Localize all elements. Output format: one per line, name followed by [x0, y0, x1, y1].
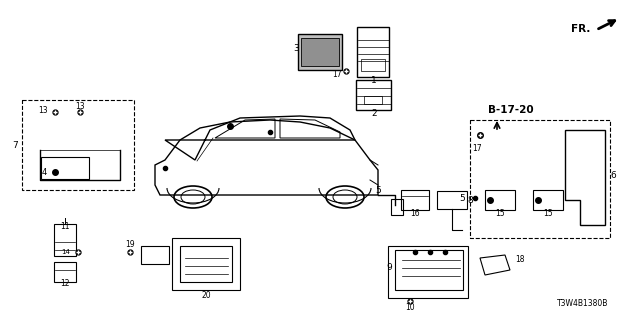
Bar — [180, 246, 232, 282]
Bar — [401, 190, 429, 210]
Text: 5: 5 — [375, 186, 381, 195]
Text: 10: 10 — [405, 303, 415, 313]
Bar — [437, 191, 467, 209]
Bar — [364, 96, 382, 104]
Bar — [485, 190, 515, 210]
Bar — [355, 80, 390, 110]
Text: 6: 6 — [610, 171, 616, 180]
Text: 13: 13 — [75, 101, 85, 110]
Bar — [54, 262, 76, 282]
Bar — [54, 224, 76, 256]
Bar — [470, 120, 610, 238]
Text: 13: 13 — [38, 106, 48, 115]
Text: 2: 2 — [371, 108, 377, 117]
Bar — [388, 246, 468, 298]
Text: 17: 17 — [332, 69, 342, 78]
Text: 16: 16 — [410, 209, 420, 218]
Text: 5: 5 — [460, 194, 465, 203]
Text: T3W4B1380B: T3W4B1380B — [557, 299, 608, 308]
Bar — [301, 38, 339, 66]
Bar — [533, 190, 563, 210]
Text: 4: 4 — [42, 167, 47, 177]
Text: 18: 18 — [515, 255, 525, 265]
Bar — [298, 34, 342, 70]
Bar — [357, 27, 389, 77]
Bar — [41, 157, 89, 179]
Bar — [22, 100, 134, 190]
Bar — [141, 246, 169, 264]
Text: FR.: FR. — [571, 24, 590, 34]
Text: 8: 8 — [467, 196, 473, 204]
Text: 14: 14 — [61, 249, 70, 255]
Bar — [361, 59, 385, 71]
Text: 20: 20 — [201, 291, 211, 300]
Text: 1: 1 — [371, 76, 377, 84]
Text: 19: 19 — [125, 239, 135, 249]
Text: 9: 9 — [387, 263, 392, 273]
Text: 15: 15 — [495, 209, 505, 218]
Text: 7: 7 — [12, 140, 18, 149]
Text: B-17-20: B-17-20 — [488, 105, 534, 115]
Text: 15: 15 — [543, 209, 553, 218]
Bar — [172, 238, 240, 290]
Text: 3: 3 — [293, 44, 299, 52]
Text: 17: 17 — [472, 143, 482, 153]
Text: 12: 12 — [60, 279, 70, 289]
Bar — [391, 199, 403, 215]
Text: 11: 11 — [60, 221, 70, 230]
Bar — [395, 250, 463, 290]
